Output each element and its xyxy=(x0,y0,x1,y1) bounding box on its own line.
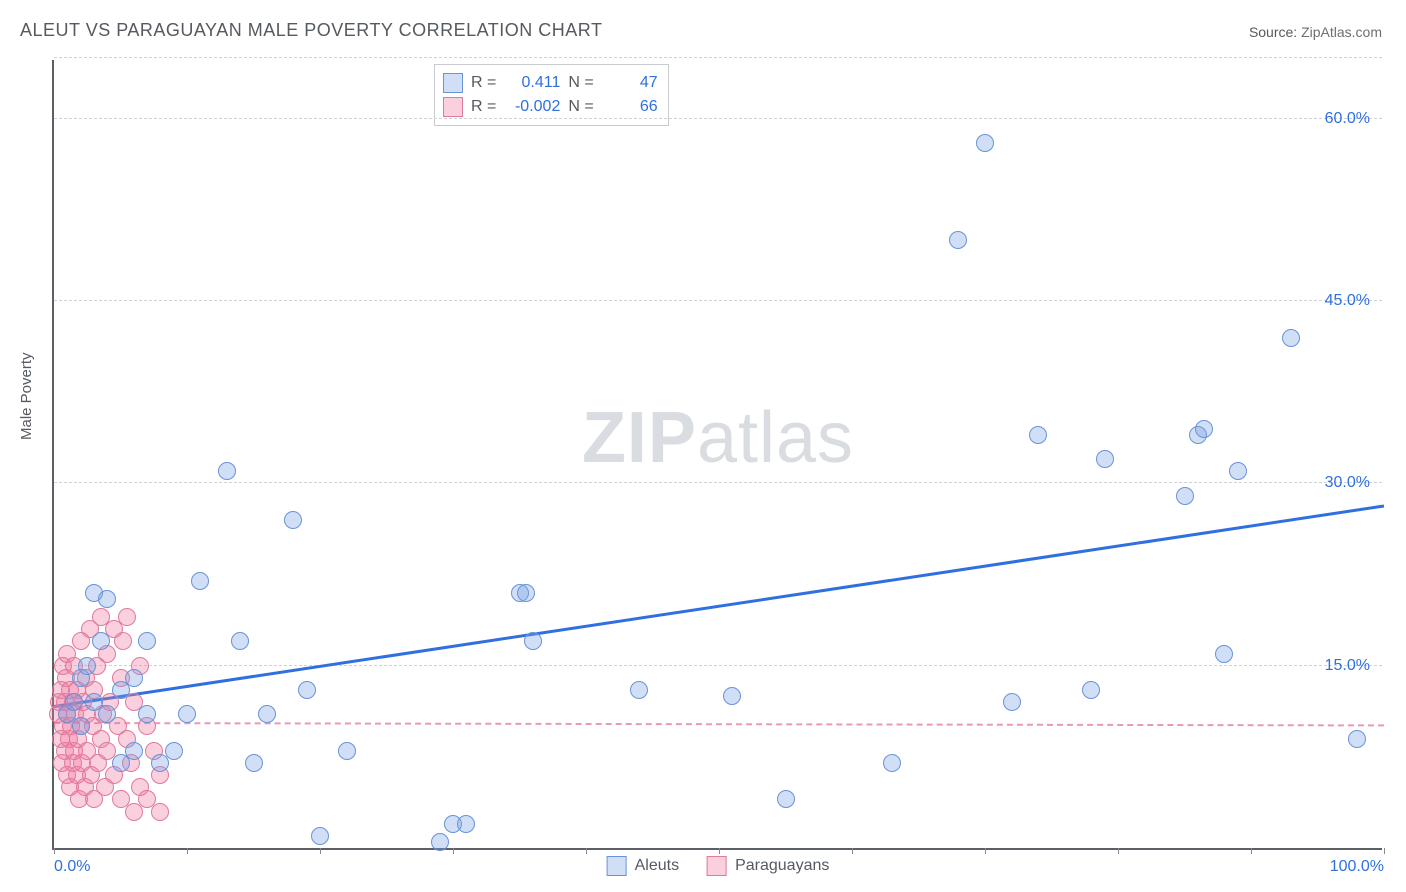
scatter-point xyxy=(165,742,183,760)
x-tick xyxy=(1384,848,1385,854)
scatter-point xyxy=(151,803,169,821)
scatter-point xyxy=(1029,426,1047,444)
stats-n-value-aleuts: 47 xyxy=(602,74,658,92)
stats-row-aleuts: R = 0.411 N = 47 xyxy=(443,71,658,95)
scatter-point xyxy=(777,790,795,808)
legend-item-paraguayans: Paraguayans xyxy=(707,856,829,876)
legend-label-paraguayans: Paraguayans xyxy=(735,857,829,875)
scatter-point xyxy=(457,815,475,833)
scatter-point xyxy=(976,134,994,152)
scatter-point xyxy=(125,669,143,687)
scatter-point xyxy=(630,681,648,699)
stats-n-label: N = xyxy=(568,98,593,116)
trend-line xyxy=(54,505,1384,709)
scatter-point xyxy=(98,590,116,608)
x-tick xyxy=(54,848,55,854)
scatter-point xyxy=(298,681,316,699)
gridline-h xyxy=(54,57,1382,58)
swatch-paraguayans xyxy=(443,97,463,117)
stats-n-value-paraguayans: 66 xyxy=(602,98,658,116)
scatter-point xyxy=(118,608,136,626)
stats-r-label: R = xyxy=(471,98,496,116)
scatter-point xyxy=(1003,693,1021,711)
scatter-point xyxy=(1096,450,1114,468)
scatter-point xyxy=(1229,462,1247,480)
source-attribution: Source: ZipAtlas.com xyxy=(1249,24,1382,40)
scatter-point xyxy=(125,742,143,760)
series-legend: Aleuts Paraguayans xyxy=(607,856,830,876)
scatter-point xyxy=(92,632,110,650)
scatter-point xyxy=(338,742,356,760)
legend-item-aleuts: Aleuts xyxy=(607,856,679,876)
scatter-point xyxy=(1082,681,1100,699)
x-tick xyxy=(586,848,587,854)
scatter-point xyxy=(245,754,263,772)
legend-label-aleuts: Aleuts xyxy=(635,857,679,875)
gridline-h xyxy=(54,300,1382,301)
chart-container: ALEUT VS PARAGUAYAN MALE POVERTY CORRELA… xyxy=(0,0,1406,892)
y-tick-label: 15.0% xyxy=(1325,657,1370,675)
swatch-aleuts xyxy=(443,73,463,93)
legend-swatch-paraguayans xyxy=(707,856,727,876)
stats-r-value-aleuts: 0.411 xyxy=(504,74,560,92)
scatter-point xyxy=(78,657,96,675)
watermark: ZIPatlas xyxy=(582,397,854,479)
plot-area: ZIPatlas R = 0.411 N = 47 R = -0.002 N =… xyxy=(52,60,1382,850)
x-tick-label: 100.0% xyxy=(1330,858,1384,876)
y-tick-label: 60.0% xyxy=(1325,110,1370,128)
scatter-point xyxy=(65,693,83,711)
scatter-point xyxy=(311,827,329,845)
scatter-point xyxy=(258,705,276,723)
scatter-point xyxy=(1176,487,1194,505)
legend-swatch-aleuts xyxy=(607,856,627,876)
scatter-point xyxy=(114,632,132,650)
trend-line xyxy=(54,722,1384,726)
stats-legend-box: R = 0.411 N = 47 R = -0.002 N = 66 xyxy=(434,64,669,126)
x-tick xyxy=(320,848,321,854)
scatter-point xyxy=(1348,730,1366,748)
scatter-point xyxy=(138,705,156,723)
scatter-point xyxy=(1282,329,1300,347)
chart-title: ALEUT VS PARAGUAYAN MALE POVERTY CORRELA… xyxy=(20,20,602,41)
y-tick-label: 45.0% xyxy=(1325,292,1370,310)
y-tick-label: 30.0% xyxy=(1325,474,1370,492)
scatter-point xyxy=(1195,420,1213,438)
stats-row-paraguayans: R = -0.002 N = 66 xyxy=(443,95,658,119)
stats-n-label: N = xyxy=(568,74,593,92)
x-tick xyxy=(1251,848,1252,854)
y-axis-label: Male Poverty xyxy=(18,352,35,440)
scatter-point xyxy=(949,231,967,249)
scatter-point xyxy=(178,705,196,723)
watermark-bold: ZIP xyxy=(582,398,697,478)
scatter-point xyxy=(138,632,156,650)
stats-r-value-paraguayans: -0.002 xyxy=(504,98,560,116)
x-tick xyxy=(985,848,986,854)
x-tick xyxy=(187,848,188,854)
scatter-point xyxy=(1215,645,1233,663)
gridline-h xyxy=(54,482,1382,483)
x-tick xyxy=(453,848,454,854)
scatter-point xyxy=(191,572,209,590)
source-value: ZipAtlas.com xyxy=(1301,24,1382,40)
scatter-point xyxy=(72,717,90,735)
scatter-point xyxy=(524,632,542,650)
gridline-h xyxy=(54,118,1382,119)
x-tick xyxy=(1118,848,1119,854)
scatter-point xyxy=(218,462,236,480)
scatter-point xyxy=(517,584,535,602)
scatter-point xyxy=(431,833,449,851)
scatter-point xyxy=(284,511,302,529)
scatter-point xyxy=(98,705,116,723)
scatter-point xyxy=(723,687,741,705)
x-tick xyxy=(852,848,853,854)
watermark-light: atlas xyxy=(697,398,854,478)
x-tick xyxy=(719,848,720,854)
x-tick-label: 0.0% xyxy=(54,858,90,876)
stats-r-label: R = xyxy=(471,74,496,92)
source-label: Source: xyxy=(1249,24,1297,40)
scatter-point xyxy=(883,754,901,772)
gridline-h xyxy=(54,665,1382,666)
scatter-point xyxy=(231,632,249,650)
